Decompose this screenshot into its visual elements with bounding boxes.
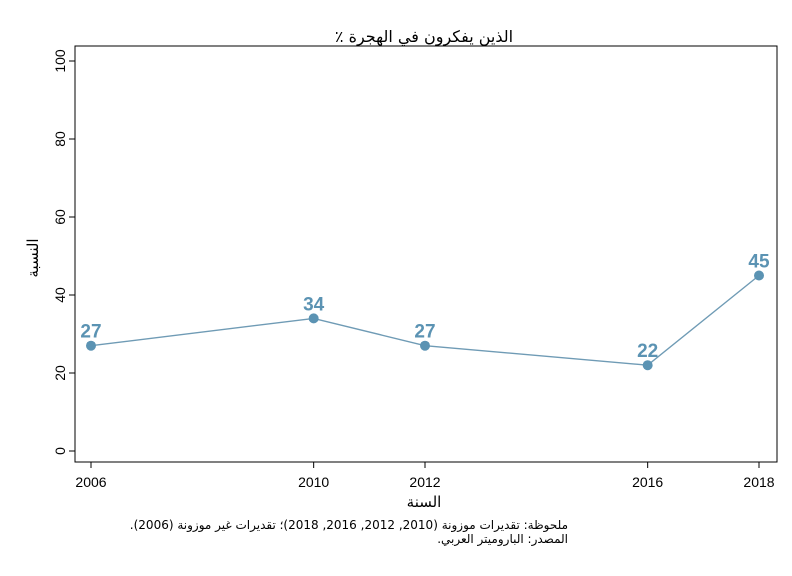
y-tick-label: 100 (52, 49, 68, 73)
series-group: 27 34 27 22 45 (80, 252, 770, 371)
source-text: المصدر: الباروميتر العربي. (437, 532, 568, 546)
chart-title: ٪ الذين يفكرون في الهجرة (335, 27, 513, 47)
y-axis: 0 20 40 60 80 100 (52, 49, 75, 455)
data-label: 27 (414, 322, 435, 343)
x-tick-label: 2018 (743, 474, 774, 490)
x-tick-label: 2006 (75, 474, 106, 490)
data-point (754, 270, 764, 281)
data-label: 45 (748, 252, 770, 273)
data-point (420, 340, 430, 351)
series-line (90, 274, 760, 366)
x-tick-label: 2012 (409, 474, 440, 490)
data-label: 22 (637, 341, 658, 362)
y-tick-label: 80 (52, 131, 68, 147)
y-tick-label: 60 (52, 209, 68, 225)
data-point (86, 340, 96, 351)
x-tick-label: 2010 (298, 474, 329, 490)
y-tick-label: 40 (52, 287, 68, 303)
x-axis: 2006 2010 2012 2016 2018 (75, 462, 775, 490)
data-point (642, 360, 653, 371)
y-tick-label: 0 (52, 447, 68, 455)
x-tick-label: 2016 (632, 474, 663, 490)
y-tick-label: 20 (52, 365, 68, 381)
plot-frame (74, 45, 778, 463)
data-label: 34 (303, 294, 325, 315)
data-point (308, 313, 319, 324)
y-axis-title: النسبة (24, 238, 42, 277)
note-text: ملحوظة: تقديرات موزونة (2010, 2012, 2016… (129, 518, 568, 532)
data-label: 27 (80, 322, 101, 343)
x-axis-title: السنة (407, 493, 442, 511)
